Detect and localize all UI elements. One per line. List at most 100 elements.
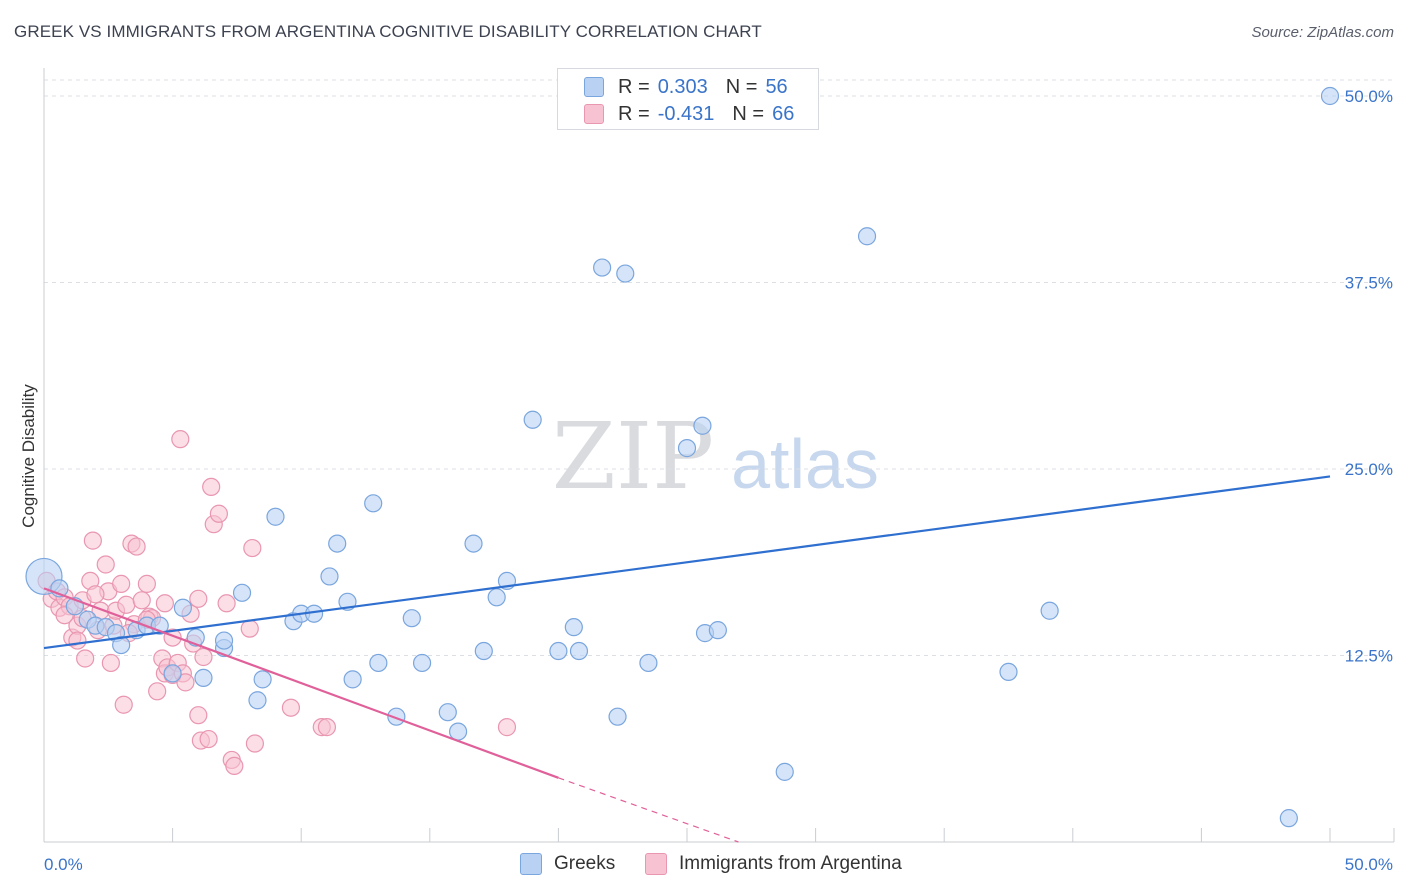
argentina-point: [194, 647, 213, 667]
argentina-swatch: [584, 104, 604, 124]
greeks-point: [248, 691, 267, 710]
argentina-point: [68, 631, 87, 650]
greeks-point: [232, 583, 252, 602]
legend-row-greeks: R = 0.303 N = 56: [584, 75, 788, 99]
greeks-point: [1040, 601, 1059, 620]
argentina-point: [497, 718, 517, 737]
argentina-point: [171, 430, 190, 449]
greeks-point: [1279, 809, 1298, 828]
x-tick-label: 50.0%: [1345, 855, 1393, 874]
greeks-point: [402, 609, 421, 628]
argentina-point: [127, 537, 146, 556]
legend-label: Greeks: [554, 853, 616, 874]
greeks-trendline: [43, 475, 1331, 650]
greeks-point: [564, 618, 583, 637]
greeks-point: [412, 653, 432, 673]
watermark-atlas: atlas: [731, 425, 879, 503]
greeks-point: [343, 670, 362, 689]
argentina-swatch: [645, 853, 667, 875]
argentina-point: [76, 649, 95, 668]
argentina-point: [137, 574, 156, 593]
argentina-point: [114, 695, 133, 714]
r-value: -0.431: [657, 102, 715, 125]
argentina-point: [317, 718, 337, 737]
greeks-point: [639, 653, 658, 673]
greeks-point: [999, 662, 1018, 682]
argentina-trendline: [43, 587, 559, 779]
greeks-point: [608, 707, 627, 726]
greeks-point: [708, 621, 727, 640]
n-value: 56: [765, 75, 788, 98]
argentina-point: [155, 594, 174, 613]
argentina-point: [209, 504, 228, 523]
argentina-point: [189, 589, 208, 608]
legend-row-argentina: R = -0.431 N = 66: [584, 102, 794, 126]
greeks-point: [194, 668, 213, 687]
argentina-point: [86, 585, 105, 604]
greeks-point: [253, 670, 272, 689]
greeks-point: [112, 635, 131, 655]
r-value: 0.303: [657, 75, 708, 98]
r-label: R =: [618, 75, 650, 98]
argentina-point: [176, 673, 195, 692]
n-label: N =: [732, 102, 765, 125]
argentina-point: [243, 538, 262, 558]
r-label: R =: [618, 102, 650, 125]
greeks-point: [1320, 86, 1340, 106]
chart-title: GREEK VS IMMIGRANTS FROM ARGENTINA COGNI…: [14, 22, 762, 41]
greeks-point: [173, 598, 192, 617]
correlation-legend: R = 0.303 N = 56 R = -0.431 N = 66: [557, 68, 819, 130]
source-label: Source: ZipAtlas.com: [1251, 24, 1394, 41]
greeks-point: [163, 664, 182, 683]
greeks-point: [549, 641, 568, 661]
argentina-point: [225, 756, 244, 776]
greeks-point: [487, 588, 506, 607]
argentina-trendline-extension: [558, 777, 739, 843]
argentina-point: [83, 531, 102, 550]
argentina-point: [132, 591, 151, 610]
greeks-point: [369, 653, 388, 673]
y-tick-label: 37.5%: [1345, 274, 1393, 293]
greeks-swatch: [520, 853, 542, 875]
y-tick-label: 50.0%: [1345, 87, 1393, 106]
argentina-point: [112, 574, 131, 593]
greeks-point: [857, 227, 877, 246]
argentina-point: [117, 595, 136, 614]
argentina-point: [96, 555, 115, 574]
argentina-point: [202, 477, 221, 497]
greeks-point: [364, 494, 383, 513]
y-tick-label: 12.5%: [1345, 647, 1393, 666]
legend-item-greeks[interactable]: Greeks: [520, 852, 615, 876]
greeks-point: [775, 762, 794, 781]
greeks-point: [266, 507, 285, 526]
greeks-point: [214, 631, 234, 650]
argentina-point: [281, 698, 301, 717]
n-label: N =: [725, 75, 758, 98]
greeks-point: [616, 264, 635, 283]
greeks-point: [693, 416, 712, 435]
greeks-point: [677, 439, 697, 458]
greeks-point: [438, 703, 457, 722]
greeks-point: [523, 410, 542, 429]
argentina-point: [199, 729, 218, 749]
argentina-point: [148, 682, 167, 701]
y-tick-label: 25.0%: [1345, 460, 1393, 479]
greeks-point: [320, 567, 339, 586]
argentina-point: [217, 594, 236, 613]
greeks-point: [387, 707, 406, 726]
greeks-point: [593, 258, 612, 277]
y-axis-label: Cognitive Disability: [19, 384, 38, 528]
legend-label: Immigrants from Argentina: [679, 853, 902, 874]
argentina-point: [101, 653, 120, 673]
greeks-point: [328, 534, 347, 553]
x-tick-label: 0.0%: [44, 855, 83, 874]
legend-item-argentina[interactable]: Immigrants from Argentina: [645, 852, 902, 876]
greeks-swatch: [584, 77, 604, 97]
n-value: 66: [772, 102, 795, 125]
greeks-point: [474, 641, 493, 661]
greeks-point: [464, 534, 483, 553]
argentina-point: [240, 619, 259, 638]
argentina-point: [245, 734, 265, 753]
argentina-point: [189, 706, 208, 725]
